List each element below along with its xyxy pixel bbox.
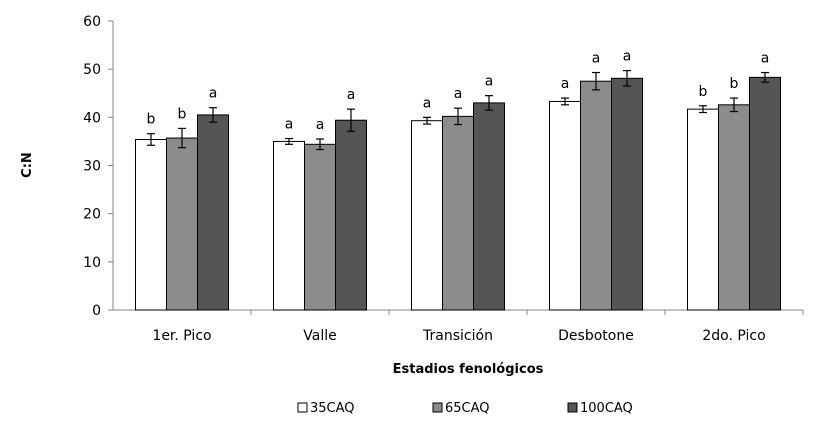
bar-100caq [749,76,781,311]
significance-letter: b [147,112,156,128]
bar-65caq [718,104,750,311]
significance-letter: a [623,49,632,65]
legend-label-65caq: 65CAQ [445,401,490,416]
legend-label-100caq: 100CAQ [580,401,633,416]
significance-letter: a [485,74,494,90]
significance-letter: a [209,86,218,102]
bar-35caq [273,140,305,311]
y-tick-label: 10 [83,255,101,271]
bar-100caq [611,77,643,311]
bar-65caq [304,143,336,311]
bar-35caq [411,120,443,311]
significance-letter: a [561,76,570,92]
legend-swatch-35caq [297,402,308,413]
y-tick-label: 0 [92,303,101,319]
y-tick-label: 50 [83,62,101,78]
bar-65caq [166,137,198,311]
significance-letter: a [423,95,432,111]
significance-letter: a [285,117,294,133]
x-tick-label: 1er. Pico [152,328,211,344]
x-tick-label: Transición [422,328,493,344]
x-tick-label: Desbotone [558,328,634,344]
x-tick-label: 2do. Pico [702,328,765,344]
bar-100caq [473,102,505,311]
x-tick-label: Valle [303,328,336,344]
legend-swatch-100caq [567,402,578,413]
y-tick-label: 40 [83,110,101,126]
y-tick-label: 60 [83,14,101,30]
significance-letter: a [316,117,325,133]
bar-35caq [687,108,719,311]
y-tick-label: 20 [83,207,101,223]
significance-letter: a [761,51,770,67]
bar-100caq [335,119,367,311]
legend-label-35caq: 35CAQ [310,401,355,416]
significance-letter: b [699,84,708,100]
y-axis-title: C:N [20,152,35,178]
bar-65caq [442,115,474,311]
bar-35caq [549,100,581,311]
significance-letter: b [178,106,187,122]
bar-65caq [580,80,612,311]
bar-100caq [197,114,229,311]
bar-35caq [135,138,167,311]
significance-letter: a [592,51,601,67]
significance-letter: b [730,76,739,92]
x-axis-title: Estadios fenológicos [393,362,544,377]
y-tick-label: 30 [83,159,101,175]
significance-letter: a [347,87,356,103]
legend-swatch-65caq [432,402,443,413]
significance-letter: a [454,86,463,102]
